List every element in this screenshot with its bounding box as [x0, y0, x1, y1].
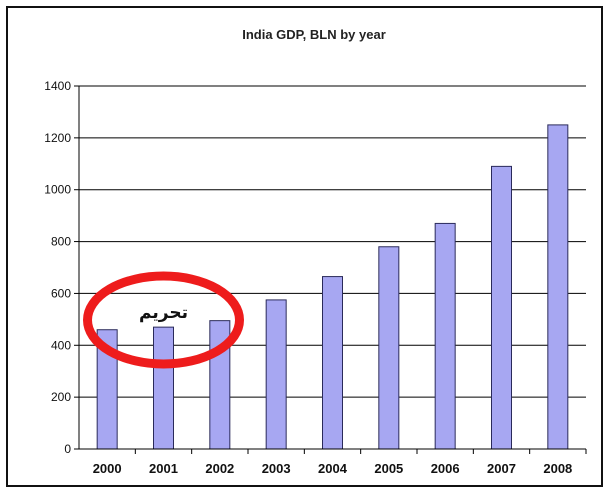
x-tick-label-2001: 2001 [149, 461, 178, 476]
x-tick-label-2007: 2007 [487, 461, 516, 476]
x-tick-label-2000: 2000 [93, 461, 122, 476]
y-tick-label-800: 800 [51, 235, 71, 249]
annotation-text: تحریم [139, 303, 188, 323]
y-tick-label-1000: 1000 [44, 183, 71, 197]
bar-2008 [547, 124, 569, 450]
bar-2007 [491, 165, 512, 450]
x-tick-label-2002: 2002 [205, 461, 234, 476]
y-tick-label-1400: 1400 [44, 79, 71, 93]
x-tick-label-2008: 2008 [543, 461, 572, 476]
annotation: تحریم [83, 271, 244, 369]
bar-2003 [265, 299, 287, 450]
y-tick-label-200: 200 [51, 390, 71, 404]
x-tick-label-2004: 2004 [318, 461, 348, 476]
bars [96, 124, 569, 450]
x-tick-label-2005: 2005 [374, 461, 403, 476]
y-tick-label-600: 600 [51, 286, 71, 300]
y-tick-labels: 0 200 400 600 800 1000 1200 1400 [44, 79, 71, 456]
x-tick-label-2006: 2006 [431, 461, 460, 476]
bar-2005 [378, 246, 400, 450]
chart-title: India GDP, BLN by year [242, 27, 386, 42]
x-tick-label-2003: 2003 [262, 461, 291, 476]
bar-2006 [434, 222, 456, 450]
axes [74, 85, 587, 454]
annotation-ellipse [83, 271, 244, 369]
y-tick-label-0: 0 [64, 442, 71, 456]
x-tick-labels: 2000 2001 2002 2003 2004 2005 2006 2007 2008 [93, 461, 573, 476]
bar-2001 [153, 326, 174, 450]
y-tick-label-1200: 1200 [44, 131, 71, 145]
y-tick-label-400: 400 [51, 338, 71, 352]
bar-2004 [322, 276, 343, 450]
